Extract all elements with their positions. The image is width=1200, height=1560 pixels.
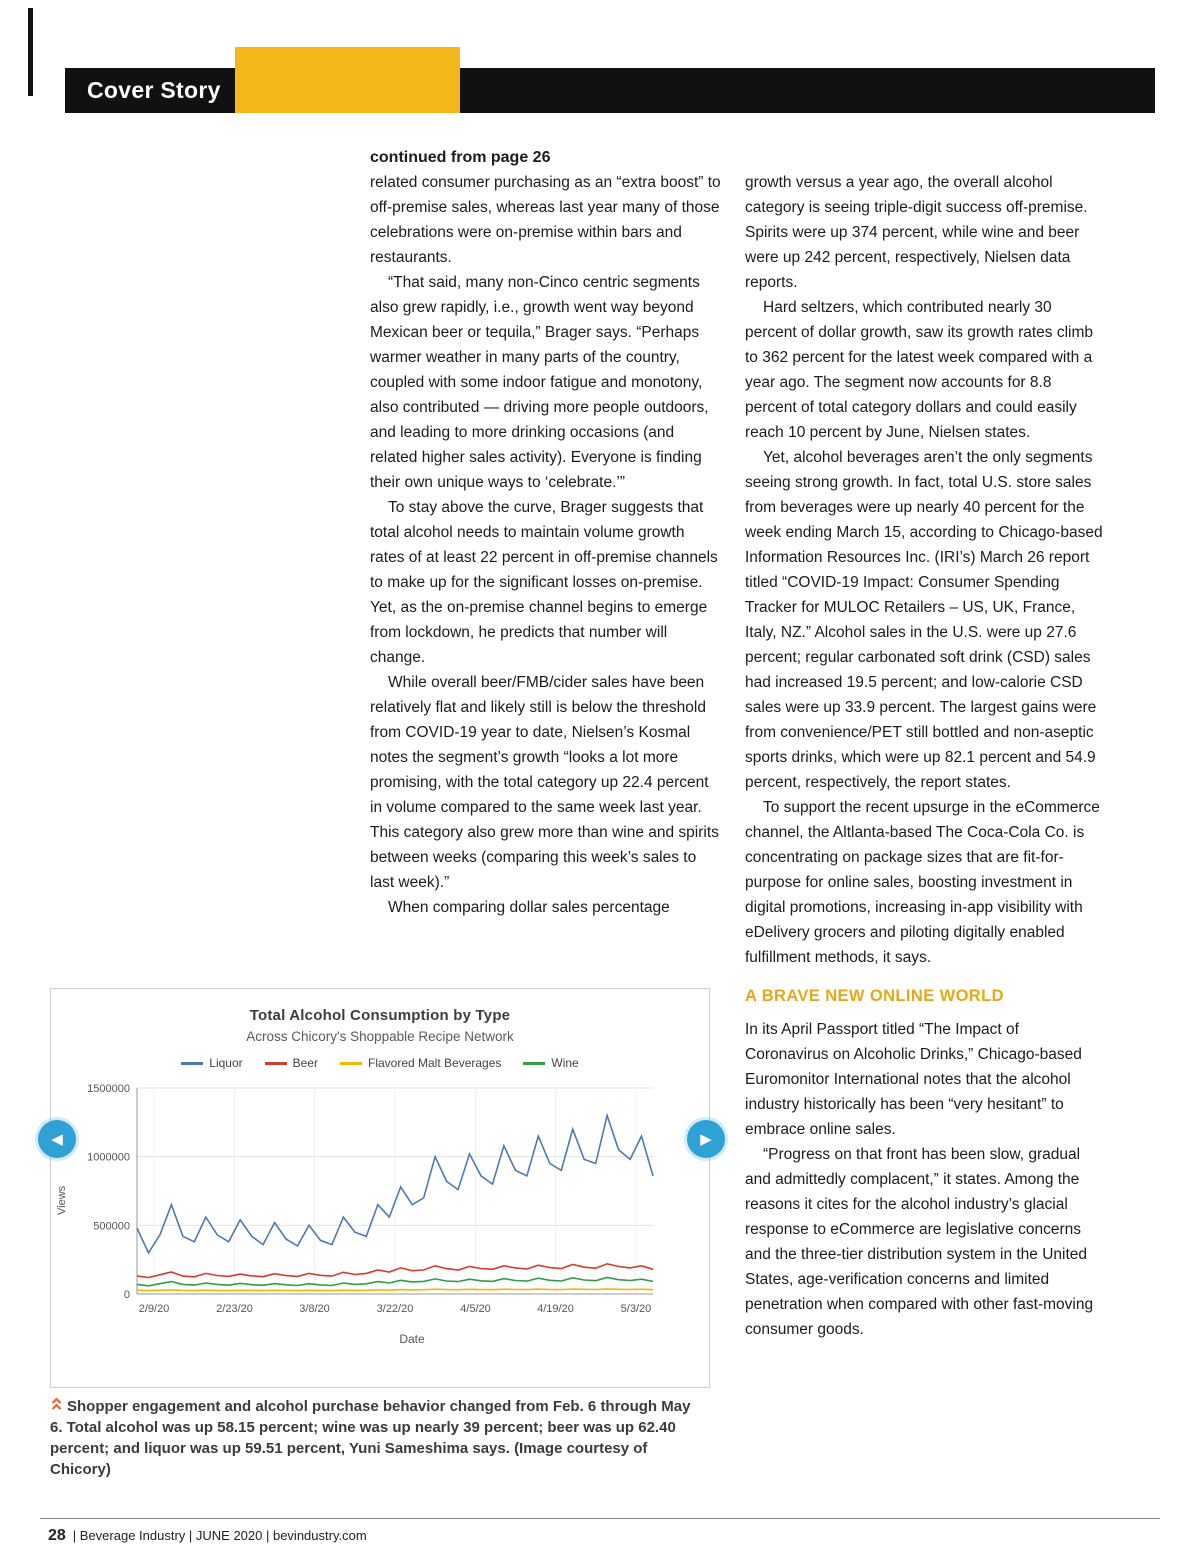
svg-text:4/5/20: 4/5/20: [460, 1303, 491, 1315]
continued-from-note: continued from page 26: [370, 149, 551, 166]
legend-label: Flavored Malt Beverages: [367, 1056, 502, 1070]
paragraph: Hard seltzers, which contributed nearly …: [745, 299, 1094, 441]
x-axis-label: Date: [399, 1332, 425, 1346]
article-right-column: growth versus a year ago, the overall al…: [745, 170, 1105, 1342]
paragraph: Yet, alcohol beverages aren’t the only s…: [745, 449, 1103, 791]
paragraph: To support the recent upsurge in the eCo…: [745, 799, 1100, 966]
yellow-accent-block: [235, 47, 460, 113]
legend-swatch: [523, 1062, 546, 1066]
legend-item-flavored-malt-beverages: Flavored Malt Beverages: [339, 1056, 502, 1070]
chevron-right-icon: ▶: [700, 1131, 712, 1148]
chart-card: Total Alcohol Consumption by Type Across…: [50, 988, 710, 1388]
paragraph: “That said, many non-Cinco centric segme…: [370, 274, 709, 491]
svg-text:5/3/20: 5/3/20: [621, 1303, 652, 1315]
legend-item-beer: Beer: [264, 1056, 318, 1070]
paragraph: When comparing dollar sales percentage: [388, 899, 670, 916]
chart-title: Total Alcohol Consumption by Type: [249, 1007, 511, 1024]
legend-label: Beer: [292, 1056, 318, 1070]
footer-text: | Beverage Industry | JUNE 2020 | bevind…: [72, 1528, 367, 1543]
legend-item-liquor: Liquor: [181, 1056, 243, 1070]
svg-text:1500000: 1500000: [87, 1083, 130, 1095]
chart-legend: Liquor Beer Flavored Malt Beverages Wine: [51, 1056, 709, 1070]
footer-rule: [40, 1518, 1160, 1519]
section-heading: A BRAVE NEW ONLINE WORLD: [745, 987, 1004, 1005]
cover-story-label: Cover Story: [87, 77, 221, 103]
page-number: 28: [48, 1527, 66, 1544]
figure-caption-text: Shopper engagement and alcohol purchase …: [50, 1398, 691, 1478]
svg-text:500000: 500000: [93, 1220, 130, 1232]
up-chevrons-icon: [50, 1396, 63, 1417]
svg-text:2/9/20: 2/9/20: [139, 1303, 170, 1315]
carousel-prev-button[interactable]: ◀: [38, 1120, 76, 1158]
svg-text:2/23/20: 2/23/20: [216, 1303, 253, 1315]
page-edge-mark: [28, 8, 33, 96]
legend-label: Liquor: [209, 1056, 243, 1070]
svg-text:3/22/20: 3/22/20: [377, 1303, 414, 1315]
svg-text:4/19/20: 4/19/20: [537, 1303, 574, 1315]
chart-subtitle: Across Chicory's Shoppable Recipe Networ…: [246, 1029, 514, 1044]
chevron-left-icon: ◀: [51, 1131, 63, 1148]
cover-story-bar: Cover Story: [65, 68, 1155, 113]
legend-item-wine: Wine: [523, 1056, 579, 1070]
legend-swatch: [264, 1062, 287, 1066]
paragraph: growth versus a year ago, the overall al…: [745, 174, 1088, 291]
paragraph: “Progress on that front has been slow, g…: [745, 1146, 1094, 1338]
article-left-column: continued from page 26 related consumer …: [370, 145, 723, 920]
paragraph: To stay above the curve, Brager suggests…: [370, 499, 718, 666]
page-footer: 28 | Beverage Industry | JUNE 2020 | bev…: [48, 1527, 367, 1545]
svg-text:3/8/20: 3/8/20: [299, 1303, 330, 1315]
y-axis-label: Views: [56, 1185, 68, 1215]
svg-text:1000000: 1000000: [87, 1152, 130, 1164]
line-chart: 0 500000 1000000 1500000 2/9/20 2/23/20 3/8/20…: [87, 1083, 654, 1315]
svg-text:0: 0: [124, 1289, 130, 1301]
paragraph: related consumer purchasing as an “extra…: [370, 174, 721, 266]
legend-swatch: [339, 1062, 362, 1066]
paragraph: In its April Passport titled “The Impact…: [745, 1021, 1082, 1138]
chart-plot-row: Views 0 500000 1000000 1500000 2/9/20 2/23/20…: [51, 1078, 709, 1330]
paragraph: While overall beer/FMB/cider sales have …: [370, 674, 719, 891]
carousel-next-button[interactable]: ▶: [687, 1120, 725, 1158]
legend-swatch: [181, 1062, 204, 1066]
figure-caption: Shopper engagement and alcohol purchase …: [50, 1396, 698, 1480]
legend-label: Wine: [551, 1056, 579, 1070]
